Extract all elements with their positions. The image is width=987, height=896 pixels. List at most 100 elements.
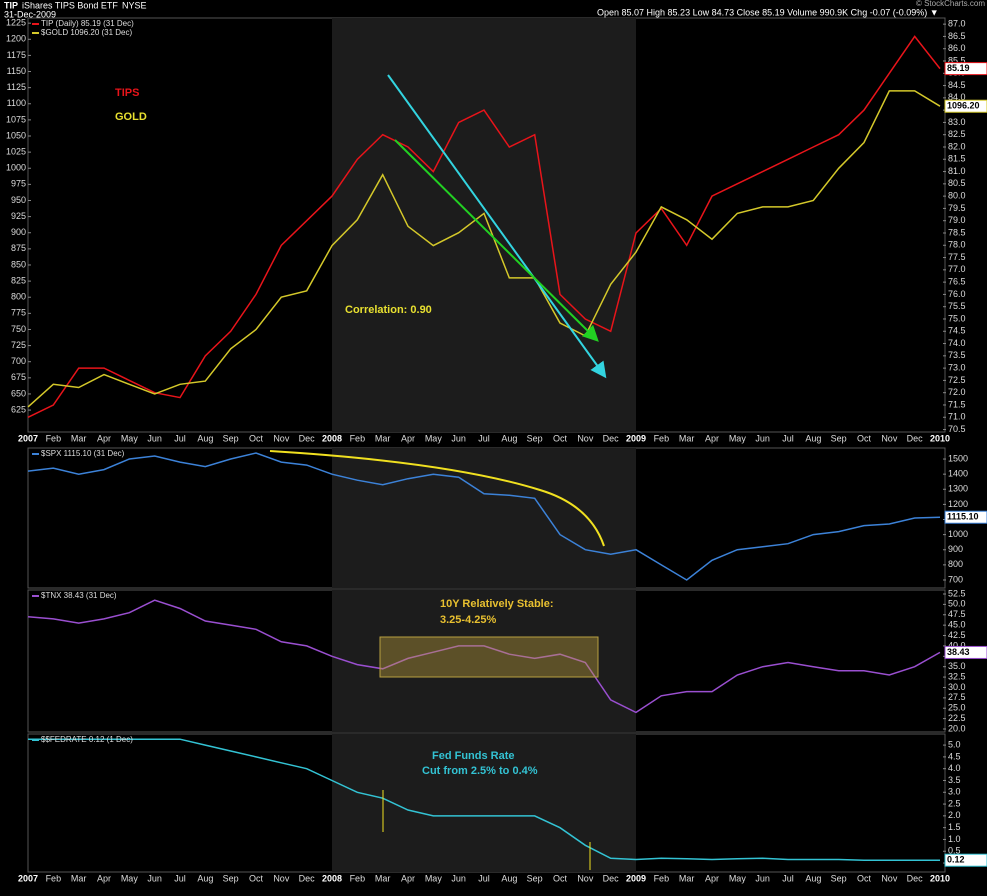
y-tick-label: 81.5 <box>948 154 966 164</box>
x-tick-label: Dec <box>603 433 620 443</box>
y2-tick-label: 750 <box>11 324 26 334</box>
x-tick-label: Mar <box>71 873 87 883</box>
y-tick-label: 73.0 <box>948 362 966 372</box>
y-tick-label: 84.0 <box>948 92 966 102</box>
y-tick-label: 40.0 <box>948 640 966 650</box>
x-tick-label: Jun <box>147 433 162 443</box>
y-tick-label: 900 <box>948 544 963 554</box>
y-tick-label: 71.5 <box>948 399 966 409</box>
arrow <box>387 74 607 379</box>
last-value-box <box>944 62 987 76</box>
y2-tick-label: 1025 <box>6 147 26 157</box>
x-tick-label: Jun <box>451 433 466 443</box>
y2-tick-label: 1000 <box>6 163 26 173</box>
y-tick-label: 4.0 <box>948 763 961 773</box>
x-tick-label: Feb <box>350 873 366 883</box>
marks: 70.5 71.0 71.5 72.0 72.5 73.0 73.5 74.0 74.5 75.0… <box>6 18 987 883</box>
x-tick-label: Aug <box>805 433 821 443</box>
last-value-box <box>944 510 987 524</box>
annotation: 3.25-4.25% <box>440 614 496 626</box>
y-tick-label: 83.0 <box>948 117 966 127</box>
x-tick-label: Jun <box>451 873 466 883</box>
credit: © StockCharts.com <box>916 0 985 8</box>
y-tick-label: 76.0 <box>948 289 966 299</box>
last-value-label: 0.12 <box>947 855 965 865</box>
x-tick-label: Jul <box>478 433 490 443</box>
x-tick-label: Sep <box>527 433 543 443</box>
last-value-box <box>944 645 987 659</box>
quote: Open 85.07 High 85.23 Low 84.73 Close 85… <box>597 7 939 17</box>
y-tick-label: 32.5 <box>948 671 966 681</box>
x-tick-label: Jun <box>755 433 770 443</box>
series-line <box>27 452 941 581</box>
y-tick-label: 50.0 <box>948 599 966 609</box>
y-tick-label: 77.5 <box>948 252 966 262</box>
x-tick-label: 2008 <box>322 433 342 443</box>
y2-tick-label: 1150 <box>7 66 26 76</box>
x-tick-label: Jun <box>147 873 162 883</box>
x-tick-label: Feb <box>654 873 670 883</box>
x-tick-label: Nov <box>881 433 898 443</box>
y-tick-label: 72.5 <box>948 375 966 385</box>
y-tick-label: 78.5 <box>948 227 966 237</box>
y-tick-label: 86.0 <box>948 43 966 53</box>
last-value-box <box>944 99 987 113</box>
y2-tick-label: 1075 <box>6 114 26 124</box>
annotation: Correlation: 0.90 <box>345 304 432 316</box>
y2-tick-label: 725 <box>11 340 26 350</box>
y-tick-label: 1400 <box>948 469 968 479</box>
x-tick-label: Apr <box>97 433 111 443</box>
y2-tick-label: 800 <box>11 292 26 302</box>
x-tick-label: May <box>729 873 747 883</box>
y-tick-label: 1500 <box>948 453 968 463</box>
last-value-label: 1096.20 <box>947 101 980 111</box>
y2-tick-label: 875 <box>11 243 26 253</box>
y-tick-label: 87.0 <box>948 19 966 29</box>
arrow <box>394 139 599 342</box>
x-tick-label: Sep <box>831 433 847 443</box>
series-line <box>27 599 941 714</box>
x-tick-label: May <box>425 433 443 443</box>
y-tick-label: 3.5 <box>948 775 961 785</box>
x-tick-label: May <box>121 433 139 443</box>
last-value-box <box>944 853 987 867</box>
x-tick-label: Dec <box>603 873 620 883</box>
y-tick-label: 72.0 <box>948 387 966 397</box>
y2-tick-label: 975 <box>11 179 26 189</box>
y-tick-label: 4.5 <box>948 751 961 761</box>
x-tick-label: Mar <box>71 433 87 443</box>
x-tick-label: Nov <box>577 873 594 883</box>
x-tick-label: Jul <box>174 433 186 443</box>
y-tick-label: 1300 <box>948 484 968 494</box>
x-tick-label: 2010 <box>930 433 950 443</box>
x-tick-label: 2009 <box>626 433 646 443</box>
y-tick-label: 70.5 <box>948 424 966 434</box>
annotation: Fed Funds Rate <box>432 750 515 762</box>
y-tick-label: 75.5 <box>948 301 966 311</box>
security-name: iShares TIPS Bond ETF <box>22 0 118 10</box>
y-tick-label: 700 <box>948 574 963 584</box>
x-tick-label: Feb <box>350 433 366 443</box>
annotation: 10Y Relatively Stable: <box>440 598 554 610</box>
x-tick-label: Dec <box>907 873 924 883</box>
x-tick-label: Sep <box>223 873 239 883</box>
annotation: TIPS <box>115 87 139 99</box>
x-tick-label: Nov <box>881 873 898 883</box>
y-tick-label: 47.5 <box>948 609 966 619</box>
x-tick-label: Aug <box>197 873 213 883</box>
x-tick-label: Nov <box>273 873 290 883</box>
y-tick-label: 52.5 <box>948 588 966 598</box>
x-tick-label: Aug <box>501 433 517 443</box>
y-tick-label: 1.5 <box>948 822 961 832</box>
x-tick-label: Aug <box>501 873 517 883</box>
symbol: TIP <box>4 0 18 10</box>
y2-tick-label: 1050 <box>6 130 26 140</box>
y2-tick-label: 950 <box>11 195 26 205</box>
x-tick-label: Jul <box>782 873 794 883</box>
x-tick-label: Mar <box>679 433 695 443</box>
y-tick-label: 71.0 <box>948 412 966 422</box>
y-tick-label: 78.0 <box>948 240 966 250</box>
range-box <box>379 636 599 678</box>
